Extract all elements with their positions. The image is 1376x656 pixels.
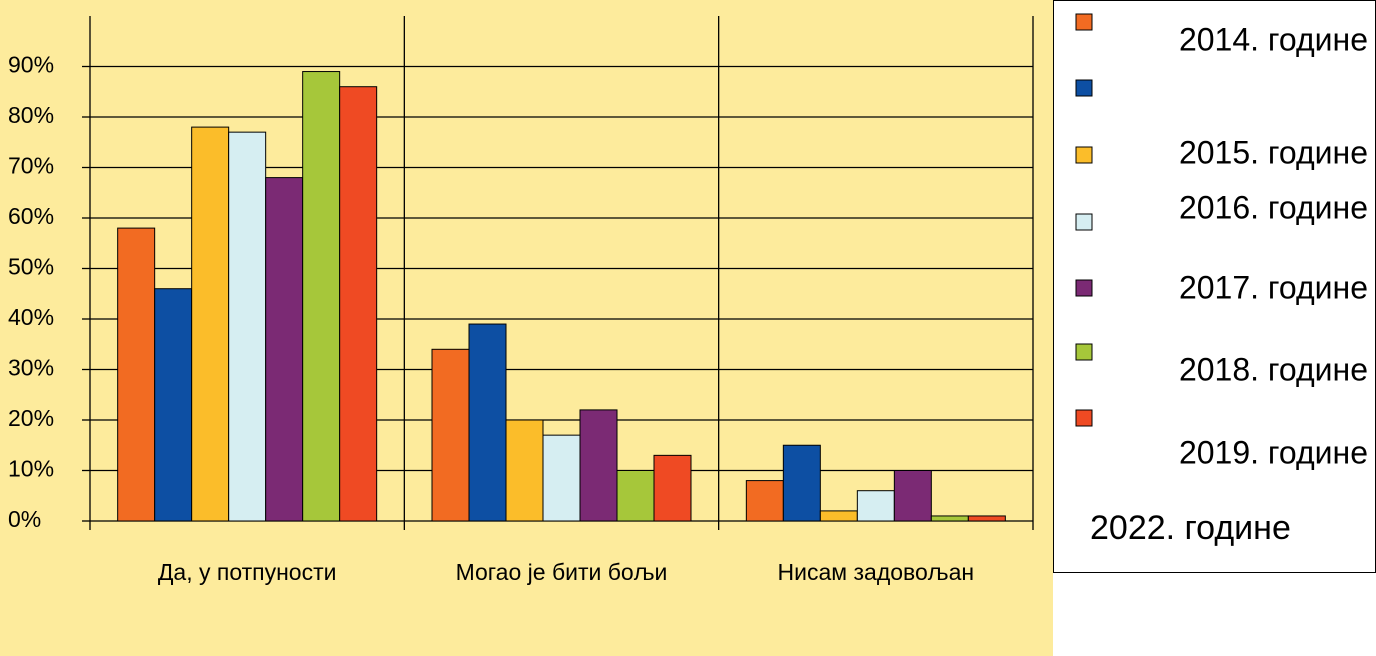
legend-swatch [1075,213,1093,231]
y-tick-label: 70% [8,153,54,179]
legend-swatch [1075,409,1093,427]
bar [782,444,821,522]
bar [616,470,655,522]
legend-label: 2014. године [1179,21,1368,57]
bar [265,177,304,522]
legend-label: 2019. године [1179,434,1368,470]
y-tick-label: 80% [8,102,54,128]
bar [468,323,507,522]
bar [653,454,692,522]
x-tick-label: Нисам задовољан [778,559,975,585]
legend-box [1053,0,1376,573]
bar [431,348,470,522]
y-tick-label: 0% [8,506,41,532]
legend-swatch [1075,79,1093,97]
bar [579,409,618,522]
bar [893,470,932,522]
bar [191,126,230,522]
legend-label: 2022. године [1090,509,1291,547]
bar [302,71,341,522]
y-tick-label: 90% [8,52,54,78]
legend-swatch [1075,146,1093,164]
x-tick-label: Да, у потпуности [158,559,337,585]
bar [542,434,581,522]
bar [930,515,969,522]
y-tick-label: 10% [8,456,54,482]
bar [745,480,784,522]
bar [339,86,378,522]
legend-label: 2015. године [1179,134,1368,170]
legend-swatch [1075,13,1093,31]
y-tick-label: 20% [8,405,54,431]
y-tick-label: 50% [8,254,54,280]
legend-label: 2017. године [1179,269,1368,305]
bar [117,227,156,522]
bar [819,510,858,522]
bar [154,288,193,522]
legend-label: 2018. године [1179,351,1368,387]
bar [228,131,267,522]
legend-label: 2016. године [1179,189,1368,225]
legend-swatch [1075,343,1093,361]
bar [856,490,895,522]
bar [967,515,1006,522]
x-tick-label: Могао је бити бољи [456,559,668,585]
legend-swatch [1075,279,1093,297]
bar [505,419,544,522]
y-tick-label: 60% [8,203,54,229]
y-tick-label: 30% [8,355,54,381]
y-tick-label: 40% [8,304,54,330]
